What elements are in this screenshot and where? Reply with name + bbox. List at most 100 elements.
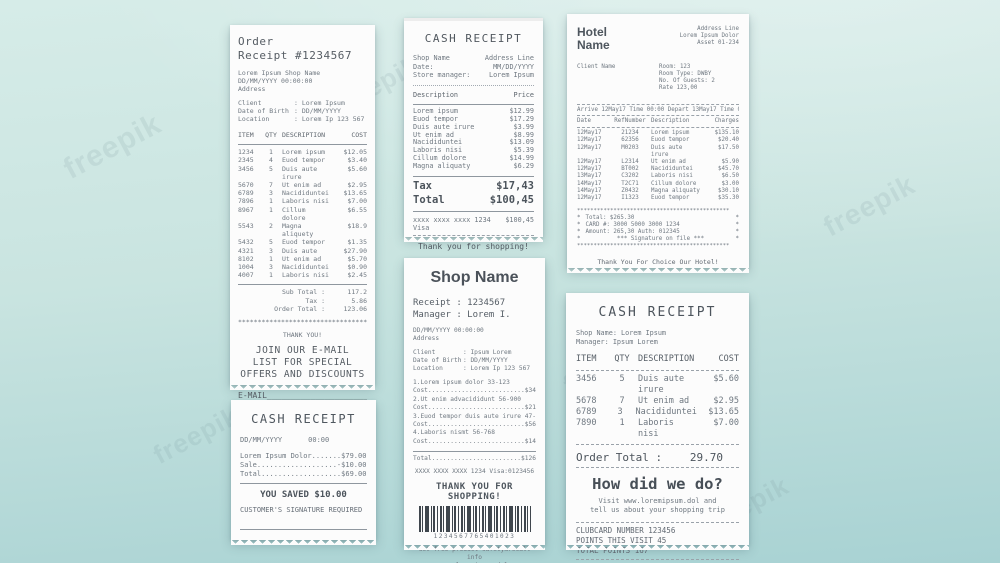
item-row: 7896 1 Laboris nisi $7.00 xyxy=(238,197,367,206)
price-row: Ut enim ad $8.99 xyxy=(413,130,534,139)
meta-row: Store manager: Lorem Ipsum xyxy=(413,71,534,80)
charge-row: 12May17 BT002 Nacididuntei $45.70 xyxy=(577,166,739,173)
card-payment-row: xxxx xxxx xxxx 1234 Visa $100,45 xyxy=(413,216,534,233)
room-detail-line: Rate 123,00 xyxy=(659,85,698,91)
order-receipt-title: Order Receipt #1234567 xyxy=(238,35,352,62)
item-row: 8102 1 Ut enim ad $5.70 xyxy=(238,254,367,263)
items-table-header: ITEM QTY DESCRIPTION COST xyxy=(576,354,739,365)
receipt-datetime: DD/MM/YYYY 00:00:00 xyxy=(413,327,484,334)
tax-row: Tax $17,43 xyxy=(413,180,534,193)
charges-table: 12May17 21234 Lorem ipsum $135.10 12May1… xyxy=(577,130,739,202)
visit-line: Visit www.loremipsum.dol and xyxy=(598,497,717,506)
receipt-number-line: Receipt : 1234567 xyxy=(413,298,506,308)
item-row: 4007 1 Laboris nisi $2.45 xyxy=(238,271,367,280)
item-row: 1234 1 Lorem ipsum $12.05 xyxy=(238,148,367,157)
item-entry: 2.Ut enim advacididunt 56-900 Cost......… xyxy=(413,395,536,412)
barcode xyxy=(418,506,531,533)
thank-you-text: THANK YOU FOR SHOPPING! xyxy=(436,482,513,503)
charge-row: 13May17 C3202 Laboris nisi $6.50 xyxy=(577,173,739,180)
date-time-row: DD/MM/YYYY 00:00 xyxy=(240,436,367,444)
total-row: Tax : 5.86 xyxy=(305,296,367,305)
promo-line: JOIN OUR E-MAIL xyxy=(255,344,350,356)
order-receipt: Order Receipt #1234567 Lorem Ipsum Shop … xyxy=(230,25,375,415)
charges-table-header: Date RefNumber Description Charges xyxy=(577,116,739,129)
item-row: 6789 3 Nacididuntei $13.65 xyxy=(576,407,739,418)
total-line: Total........................$126.90 xyxy=(413,455,536,463)
charge-row: 12May17 21234 Lorem ipsum $135.10 xyxy=(577,130,739,137)
signature-required-note: CUSTOMER'S SIGNATURE REQUIRED xyxy=(240,506,363,514)
summary-line: * Amount: 265,30 Auth: 012345 * xyxy=(577,228,739,235)
info-row: Client: Ipsum Lorem xyxy=(413,349,512,356)
items-table-header: ITEM QTY DESCRIPTION COST xyxy=(238,131,367,139)
hotel-address: Address Line Lorem Ipsum Dolor Asset 01-23… xyxy=(680,26,739,52)
amount-line: Total...................$69.00 xyxy=(240,470,367,478)
summary-line: * CARD #: 3000 5000 3000 1234 * xyxy=(577,221,739,228)
shop-name-title: Shop Name xyxy=(430,269,519,286)
item-row: 3456 5 Duis aute irure $5.60 xyxy=(576,374,739,396)
client-info: Client: Ipsum Lorem Date of Birth: DD/MM… xyxy=(413,349,536,373)
promo-line: LIST FOR SPECIAL xyxy=(252,356,353,368)
item-row: 5543 2 Magna aliquety $18.9 xyxy=(238,222,367,239)
charge-row: 14May17 Z0432 Magna aliquaty $30.10 xyxy=(577,187,739,194)
total-row: Sub Total : 117.2 xyxy=(281,288,367,297)
meta-row: Shop Name Address Line xyxy=(413,54,534,62)
item-entry: 3.Euod tempor duis aute irure 47-045 Cos… xyxy=(413,412,536,429)
items-table: 3456 5 Duis aute irure $5.60 5678 7 Ut e… xyxy=(576,374,739,440)
visit-note: Visit www.loremipsum.dol and tell us abou… xyxy=(576,497,739,515)
freepik-watermark: freepik xyxy=(818,168,921,243)
receipt-datetime: DD/MM/YYYY 00:00:00 xyxy=(238,77,313,85)
you-saved-text: YOU SAVED $10.00 xyxy=(260,490,347,500)
footer-note: Get free product safety&recall infowww.l… xyxy=(413,546,536,563)
price-row: Nacididuntei $13.09 xyxy=(413,138,534,147)
summary-line: * Total: $265.30 * xyxy=(577,214,739,221)
room-detail-line: Room: 123 xyxy=(659,64,691,70)
info-row: Location: Lorem Ip 123 567 xyxy=(413,365,531,372)
feedback-question: How did we do? xyxy=(592,475,723,494)
item-row: 2345 4 Euod tempor $3.40 xyxy=(238,156,367,165)
star-border: ****************************************… xyxy=(577,242,730,249)
charge-row: 12May17 62356 Euod tempor $20.40 xyxy=(577,137,739,144)
price-row: Lorem ipsum $12.99 xyxy=(413,106,534,115)
address-line: Asset 01-234 xyxy=(697,40,739,46)
amount-line: Lorem Ipsum Dolor.......$79.00 xyxy=(240,452,367,460)
shop-name: Lorem Ipsum Shop Name xyxy=(238,69,321,77)
client-name-label: Client Name xyxy=(577,64,616,70)
room-details: Room: 123 Room Type: DWBY No. Of Guests: 2… xyxy=(659,64,739,92)
freepik-watermark: freepik xyxy=(58,107,167,186)
address-line: Address Line xyxy=(697,26,739,32)
cash-receipt-title: CASH RECEIPT xyxy=(598,305,717,320)
price-table-header: Description Price xyxy=(413,90,534,99)
date-value: DD/MM/YYYY xyxy=(240,436,283,444)
shop-address: Address xyxy=(413,335,440,342)
shop-receipt: Shop Name Receipt : 1234567 Manager : Lo… xyxy=(404,258,545,563)
price-row: Euod tempor $17.29 xyxy=(413,114,534,123)
items-table: 1234 1 Lorem ipsum $12.05 2345 4 Euod te… xyxy=(238,148,367,279)
footer-line: www.loremipsum.dol xyxy=(413,562,536,563)
item-row: 1004 3 Nacididuntei $0.90 xyxy=(238,263,367,272)
items-list: 1.Lorem ipsum dolor 33-123 Cost.........… xyxy=(413,379,536,446)
room-detail-line: Room Type: DWBY xyxy=(659,71,712,77)
shop-name-line: Shop Name: Lorem Ipsum xyxy=(576,329,667,337)
amount-line: Sale...................-$10.00 xyxy=(240,461,367,469)
item-row: 5432 5 Euod tempor $1.35 xyxy=(238,238,367,247)
charge-row: 14May17 T2C71 Cillum dolore $3.00 xyxy=(577,180,739,187)
item-row: 6789 3 Nacididuntei $13.65 xyxy=(238,189,367,198)
price-table: Lorem ipsum $12.99 Euod tempor $17.29 Duis… xyxy=(413,106,534,171)
email-fill-line: E-MAIL___________________________ xyxy=(238,390,367,400)
info-row: Client : Lorem Ipsum xyxy=(238,99,345,107)
item-row: 5678 7 Ut enim ad $2.95 xyxy=(576,396,739,407)
item-row: 8967 1 Cillum dolore $6.55 xyxy=(238,205,367,222)
total-row: Total $100,45 xyxy=(413,193,534,206)
signature-on-file-line: * *** Signature on file *** * xyxy=(577,235,739,242)
meta-block: Shop Name Address Line Date: MM/DD/YYYY St… xyxy=(413,54,534,80)
hotel-name-title: Hotel Name xyxy=(577,25,610,52)
freepik-watermark: freepik xyxy=(148,400,244,470)
info-row: Date of Birth: DD/MM/YYYY xyxy=(413,357,508,364)
clubcard-line: CLUBCARD NUMBER 123456 xyxy=(576,526,676,536)
charge-row: 12May17 L2314 Ut enim ad $5.90 xyxy=(577,159,739,166)
meta-row: Date: MM/DD/YYYY xyxy=(413,62,534,71)
address-line: Lorem Ipsum Dolor xyxy=(679,33,739,39)
star-border: ****************************************… xyxy=(577,208,730,215)
total-row: Order Total : 123.06 xyxy=(274,305,367,314)
